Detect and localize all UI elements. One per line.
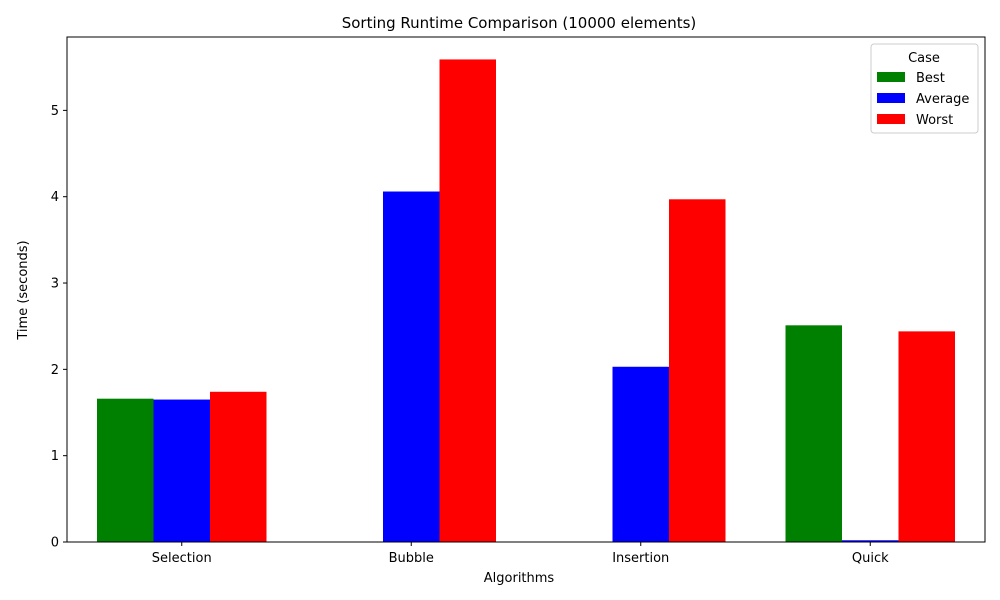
legend: Case Best Average Worst [870, 43, 979, 134]
legend-label-worst: Worst [916, 113, 953, 128]
legend-title: Case [908, 51, 940, 66]
x-axis: Selection Bubble Insertion Quick [152, 542, 889, 566]
bar-worst-insertion [669, 199, 726, 543]
legend-label-best: Best [916, 71, 945, 86]
y-tick-label: 1 [51, 449, 59, 464]
bar-best-quick [785, 325, 842, 542]
y-axis: 0 1 2 3 4 5 [51, 104, 67, 551]
bar-average-bubble [383, 191, 440, 542]
y-tick-label: 5 [51, 104, 59, 119]
bar-best-selection [97, 398, 154, 542]
legend-items: Best Average Worst [877, 71, 969, 128]
y-tick-label: 4 [51, 190, 59, 205]
legend-swatch-worst [877, 114, 905, 124]
bar-worst-selection [210, 391, 267, 542]
y-tick-label: 0 [51, 536, 59, 551]
x-tick-label: Insertion [612, 551, 669, 566]
x-tick-label: Quick [852, 551, 889, 566]
legend-box [870, 43, 979, 134]
bar-worst-bubble [439, 59, 496, 542]
bar-average-quick [842, 540, 899, 542]
x-axis-title: Algorithms [484, 571, 555, 586]
chart-title: Sorting Runtime Comparison (10000 elemen… [342, 14, 697, 32]
y-tick-label: 3 [51, 277, 59, 292]
plot-frame [66, 36, 986, 543]
legend-label-average: Average [916, 92, 969, 107]
x-tick-label: Selection [152, 551, 212, 566]
bars-layer [97, 59, 955, 543]
bar-worst-quick [898, 331, 955, 542]
legend-swatch-best [877, 72, 905, 82]
y-tick-label: 2 [51, 363, 59, 378]
y-axis-title: Time (seconds) [16, 240, 31, 340]
x-tick-label: Bubble [389, 551, 434, 566]
bar-average-insertion [612, 366, 669, 542]
bar-average-selection [153, 399, 210, 542]
legend-swatch-average [877, 93, 905, 103]
